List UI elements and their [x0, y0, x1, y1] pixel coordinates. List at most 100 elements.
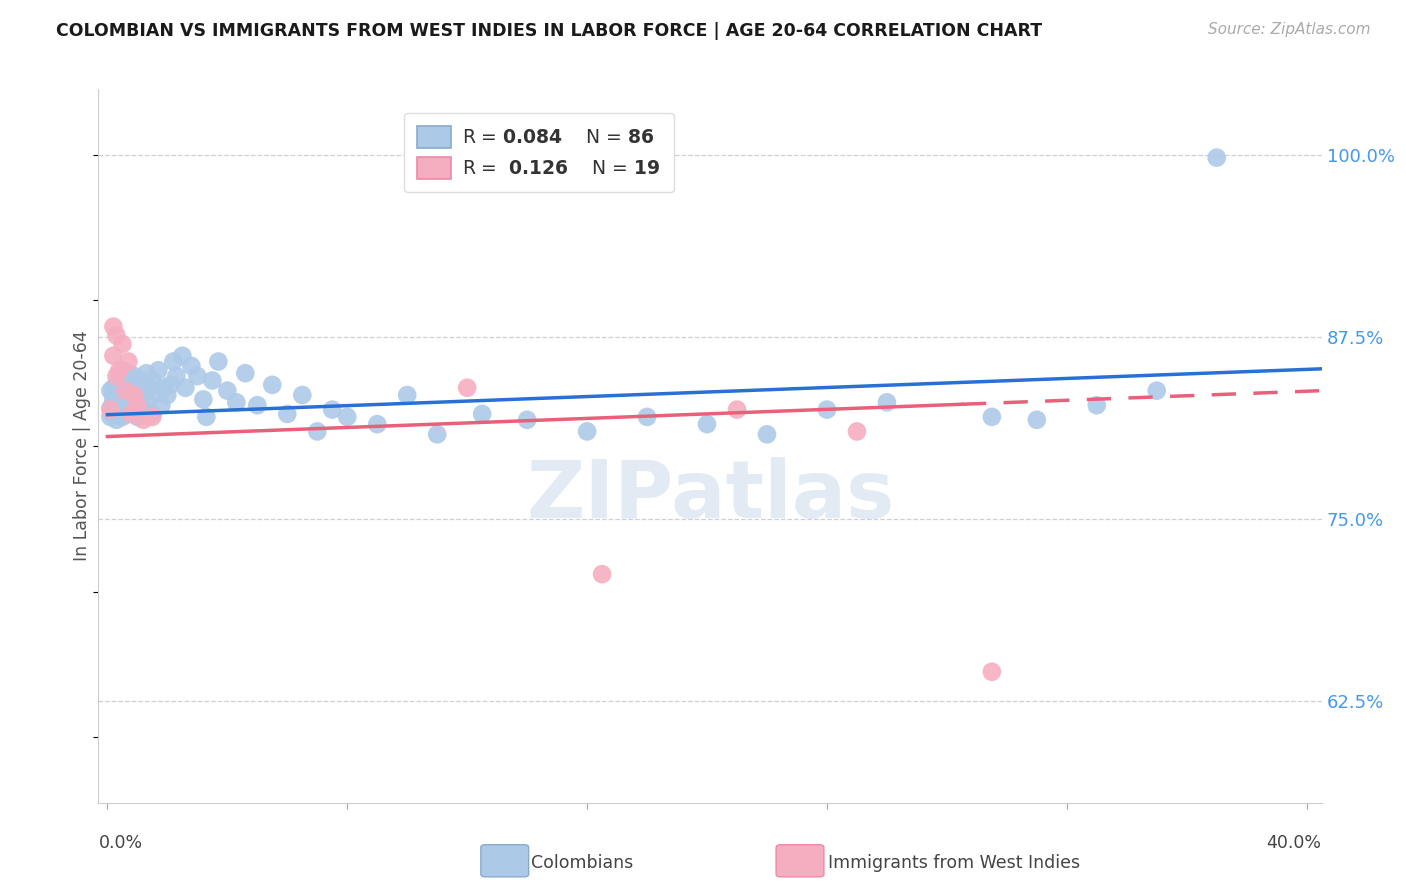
Point — [132, 413, 155, 427]
Point — [103, 407, 125, 421]
Point — [246, 398, 269, 412]
Point — [591, 567, 613, 582]
Point — [132, 384, 155, 398]
Point — [207, 354, 229, 368]
Point — [145, 386, 167, 401]
Point — [1146, 384, 1168, 398]
Point — [117, 386, 139, 401]
Point — [135, 395, 157, 409]
Point — [105, 369, 128, 384]
Point — [193, 392, 215, 407]
Point — [876, 395, 898, 409]
Text: Immigrants from West Indies: Immigrants from West Indies — [828, 854, 1080, 871]
Point — [150, 398, 173, 412]
Legend: R = $\bf{0.084}$    N = $\bf{86}$, R =  $\bf{0.126}$    N = $\bf{19}$: R = $\bf{0.084}$ N = $\bf{86}$, R = $\bf… — [404, 113, 673, 192]
Text: Colombians: Colombians — [531, 854, 634, 871]
Point — [114, 384, 136, 398]
Point — [366, 417, 388, 432]
Point — [124, 369, 146, 384]
Point — [117, 366, 139, 380]
Point — [105, 386, 128, 401]
Point — [141, 374, 163, 388]
Point — [156, 388, 179, 402]
Point — [105, 377, 128, 392]
Point — [127, 381, 149, 395]
Point — [262, 377, 284, 392]
Point — [845, 425, 868, 439]
Point — [100, 401, 122, 416]
Point — [111, 409, 134, 424]
Point — [105, 395, 128, 409]
Point — [129, 374, 152, 388]
Point — [636, 409, 658, 424]
Point — [103, 392, 125, 407]
Point — [456, 381, 478, 395]
Point — [165, 369, 187, 384]
Point — [174, 381, 197, 395]
Point — [1205, 151, 1227, 165]
Text: COLOMBIAN VS IMMIGRANTS FROM WEST INDIES IN LABOR FORCE | AGE 20-64 CORRELATION : COLOMBIAN VS IMMIGRANTS FROM WEST INDIES… — [56, 22, 1042, 40]
Point — [124, 388, 146, 402]
Point — [135, 366, 157, 380]
Point — [111, 384, 134, 398]
Point — [111, 374, 134, 388]
Point — [103, 388, 125, 402]
Point — [120, 407, 142, 421]
Point — [105, 413, 128, 427]
Point — [815, 402, 838, 417]
Point — [120, 392, 142, 407]
Point — [132, 402, 155, 417]
Point — [103, 381, 125, 395]
Point — [108, 369, 131, 384]
Point — [129, 388, 152, 402]
Point — [103, 319, 125, 334]
Point — [103, 349, 125, 363]
Point — [141, 409, 163, 424]
Point — [201, 374, 224, 388]
Point — [321, 402, 343, 417]
Point — [120, 381, 142, 395]
Point — [117, 354, 139, 368]
Point — [117, 407, 139, 421]
Point — [291, 388, 314, 402]
Point — [1025, 413, 1047, 427]
Point — [127, 398, 149, 412]
Y-axis label: In Labor Force | Age 20-64: In Labor Force | Age 20-64 — [73, 331, 91, 561]
Point — [114, 395, 136, 409]
Text: 0.0%: 0.0% — [98, 834, 142, 852]
Point — [103, 398, 125, 412]
Point — [148, 363, 170, 377]
Point — [100, 409, 122, 424]
Point — [696, 417, 718, 432]
Text: ZIPatlas: ZIPatlas — [526, 457, 894, 535]
Point — [108, 381, 131, 395]
Point — [100, 384, 122, 398]
Point — [127, 409, 149, 424]
Point — [233, 366, 256, 380]
Point — [138, 381, 160, 395]
Point — [307, 425, 329, 439]
Point — [100, 402, 122, 417]
Point — [114, 375, 136, 389]
Point — [127, 398, 149, 412]
Point — [576, 425, 599, 439]
Point — [124, 388, 146, 402]
Point — [1085, 398, 1108, 412]
Point — [217, 384, 239, 398]
Point — [180, 359, 202, 373]
Point — [336, 409, 359, 424]
Point — [159, 377, 181, 392]
Point — [111, 363, 134, 377]
Text: Source: ZipAtlas.com: Source: ZipAtlas.com — [1208, 22, 1371, 37]
Point — [396, 388, 419, 402]
Point — [120, 401, 142, 416]
Point — [114, 398, 136, 412]
Point — [195, 409, 218, 424]
Point — [105, 401, 128, 416]
Point — [725, 402, 748, 417]
Point — [162, 354, 184, 368]
Text: 40.0%: 40.0% — [1267, 834, 1322, 852]
Point — [186, 369, 208, 384]
Point — [108, 402, 131, 417]
Point — [172, 349, 194, 363]
